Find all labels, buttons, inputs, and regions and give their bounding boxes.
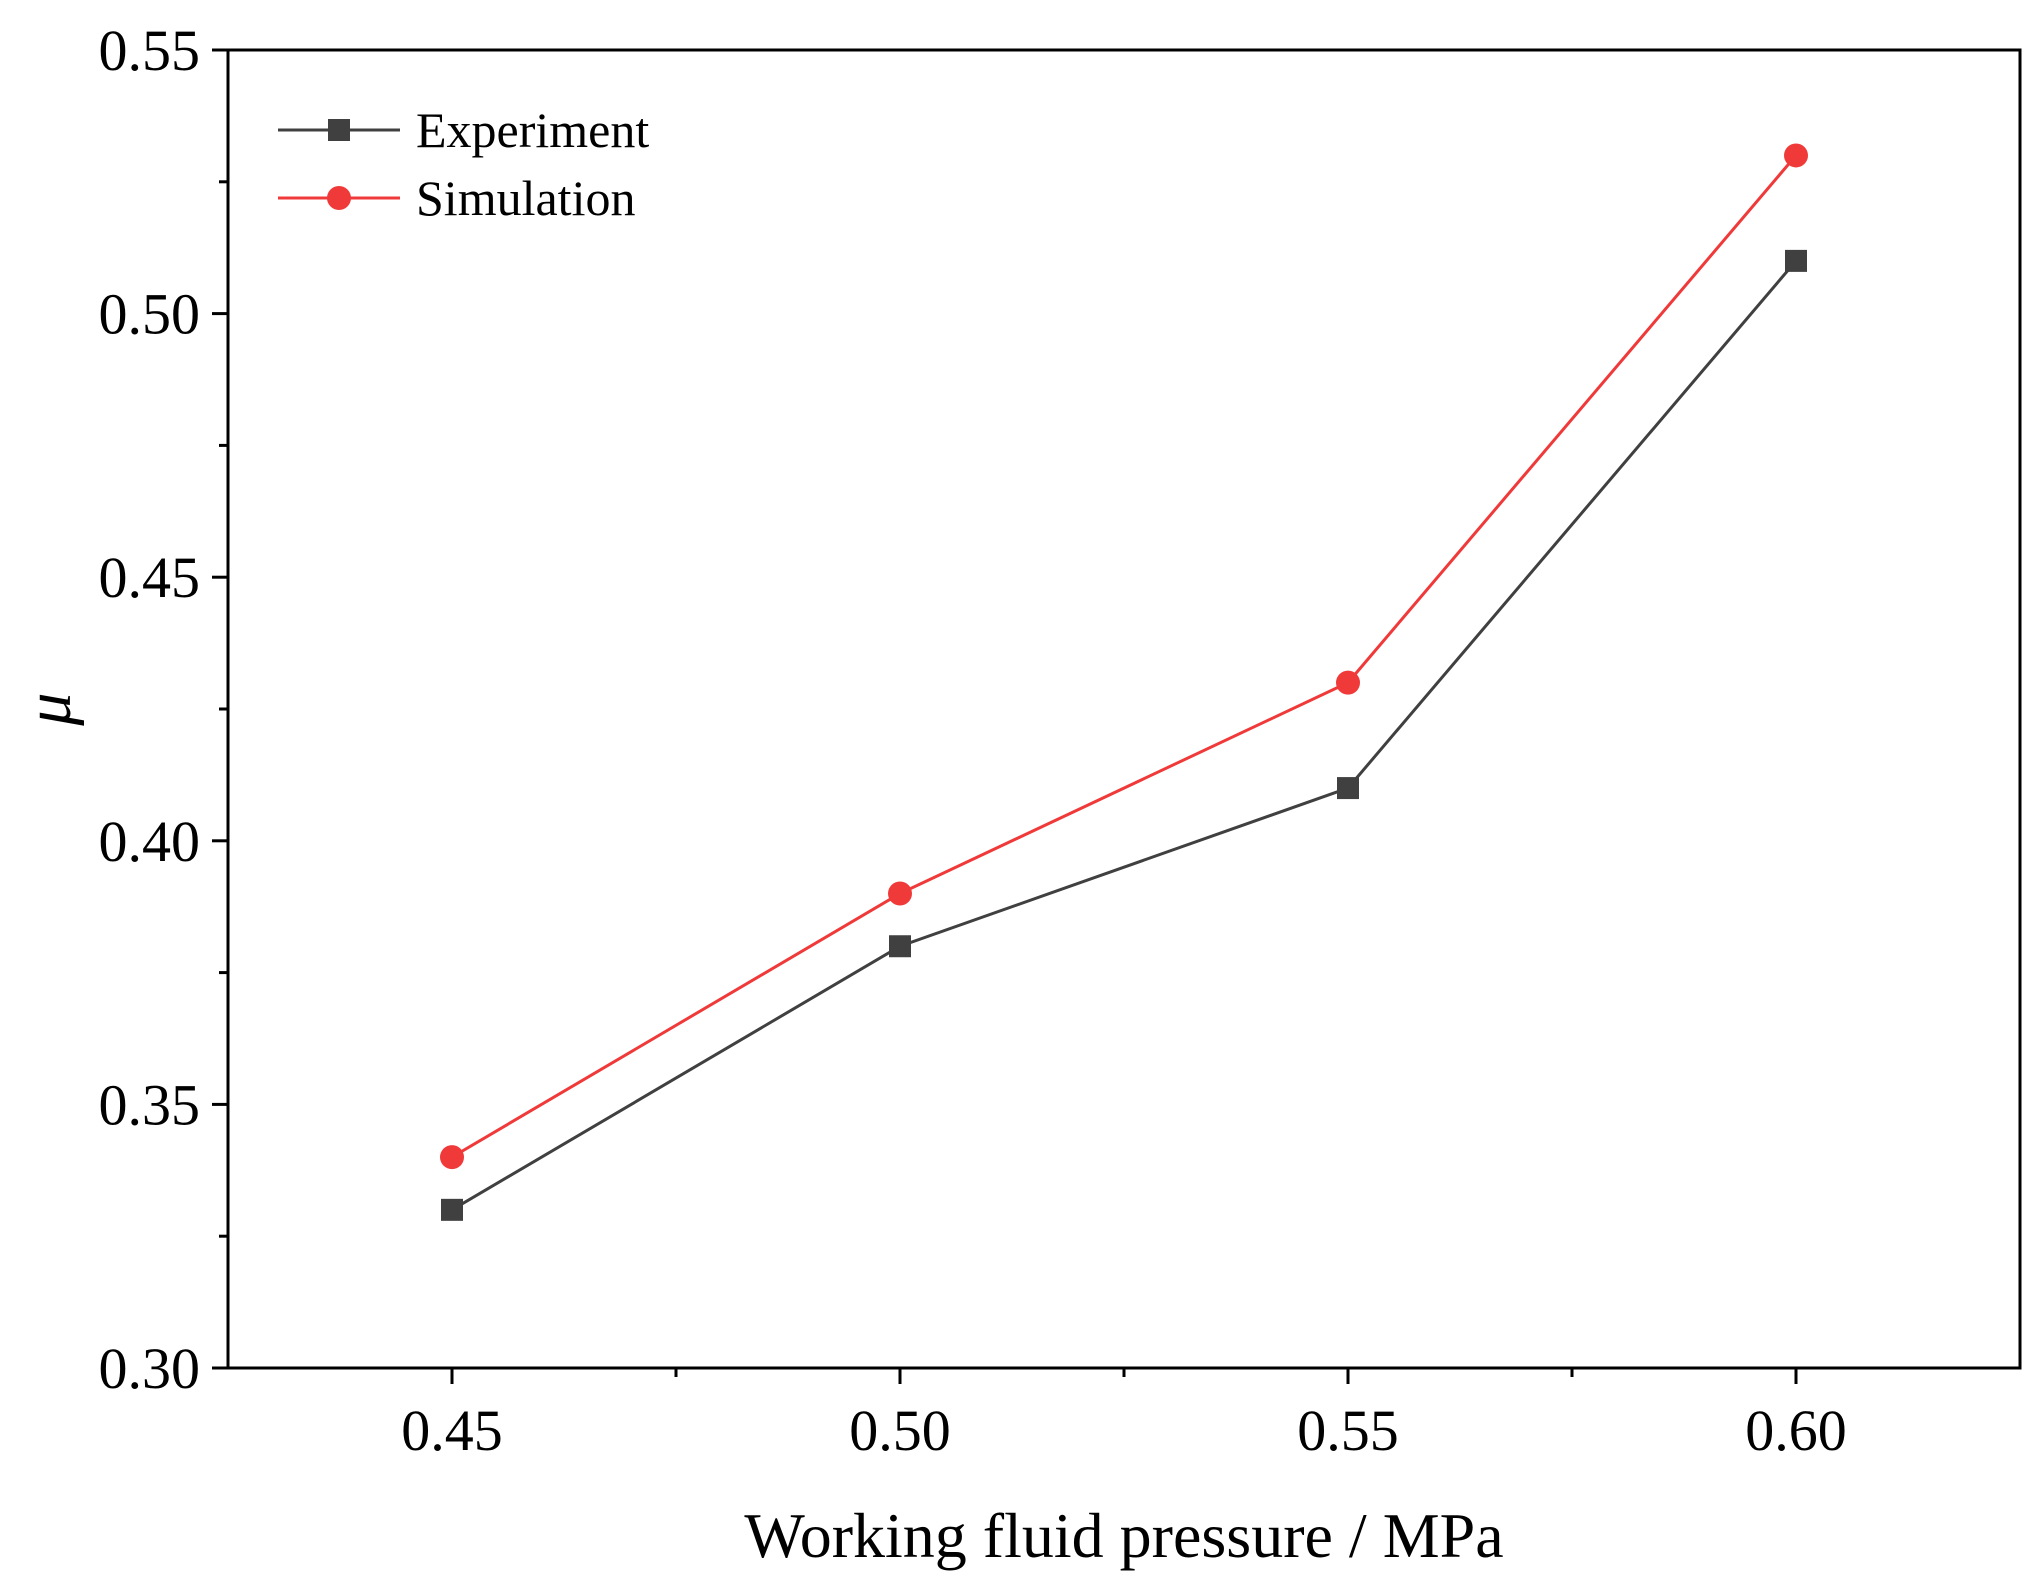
experiment-data-point bbox=[1337, 777, 1359, 800]
legend-simulation-marker bbox=[327, 186, 351, 210]
legend-experiment-label: Experiment bbox=[416, 102, 649, 158]
experiment-data-point bbox=[1785, 249, 1807, 272]
plot-frame bbox=[226, 48, 2022, 1370]
y-tick-label: 0.40 bbox=[99, 809, 201, 874]
y-tick-label: 0.45 bbox=[99, 545, 201, 610]
x-tick-label: 0.60 bbox=[1745, 1398, 1847, 1463]
y-tick-label: 0.55 bbox=[99, 18, 201, 83]
simulation-data-point bbox=[1784, 143, 1808, 168]
simulation-data-point bbox=[1336, 670, 1360, 695]
x-axis-ticks: 0.45 0.50 0.55 0.60 bbox=[401, 1368, 1847, 1463]
experiment-series-line bbox=[451, 259, 1798, 1212]
legend: Experiment Simulation bbox=[278, 102, 649, 226]
y-tick-label: 0.30 bbox=[99, 1336, 201, 1401]
x-axis-title: Working fluid pressure / MPa bbox=[744, 1500, 1503, 1571]
y-tick-label: 0.50 bbox=[99, 282, 201, 347]
experiment-data-point bbox=[889, 935, 911, 958]
simulation-series-line bbox=[451, 154, 1798, 1159]
x-tick-label: 0.55 bbox=[1297, 1398, 1399, 1463]
x-tick-label: 0.50 bbox=[849, 1398, 951, 1463]
simulation-data-point bbox=[888, 881, 912, 906]
y-axis-ticks: 0.30 0.35 0.40 0.45 0.50 0.55 bbox=[99, 18, 228, 1401]
simulation-data-point bbox=[440, 1145, 464, 1170]
series-layer bbox=[440, 143, 1808, 1221]
legend-experiment-marker bbox=[328, 119, 350, 141]
y-tick-label: 0.35 bbox=[99, 1072, 201, 1137]
y-axis-title: μ bbox=[12, 692, 85, 726]
legend-simulation-label: Simulation bbox=[416, 170, 635, 226]
experiment-data-point bbox=[441, 1198, 463, 1221]
x-tick-label: 0.45 bbox=[401, 1398, 503, 1463]
